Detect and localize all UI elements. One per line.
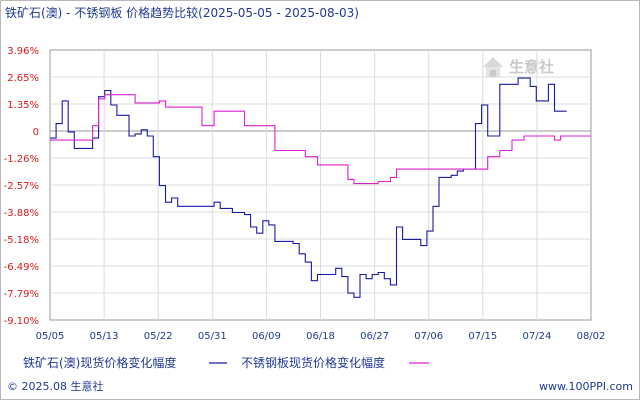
y-tick-label: -6.49% bbox=[4, 262, 39, 273]
y-tick-label: -1.26% bbox=[4, 154, 39, 165]
watermark-logo: 生意社 bbox=[483, 57, 554, 77]
series-layer bbox=[50, 77, 591, 298]
y-tick-label: 0 bbox=[33, 127, 39, 138]
y-axis-ticks: 3.96% 2.65% 1.35% 0 -1.26% -2.57% -3.88% -5.18%… bbox=[4, 46, 39, 327]
house-logo-icon bbox=[483, 57, 503, 77]
x-tick-label: 07/15 bbox=[468, 331, 497, 342]
series-line-stainless bbox=[50, 94, 591, 185]
y-tick-label: 2.65% bbox=[7, 73, 39, 84]
y-tick-label: -9.10% bbox=[4, 316, 39, 327]
y-tick-label: -3.88% bbox=[4, 208, 39, 219]
y-tick-label: -5.18% bbox=[4, 235, 39, 246]
y-tick-label: 3.96% bbox=[7, 46, 39, 57]
y-tick-label: -2.57% bbox=[4, 181, 39, 192]
chart-title: 铁矿石(澳) - 不锈钢板 价格趋势比较(2025-05-05 - 2025-0… bbox=[5, 5, 359, 20]
legend-label-iron-ore: 铁矿石(澳)现货价格变化幅度 bbox=[23, 355, 176, 370]
footer-copyright: © 2025.08 生意社 bbox=[7, 379, 103, 393]
x-tick-label: 05/31 bbox=[198, 331, 227, 342]
y-tick-label: -7.79% bbox=[4, 289, 39, 300]
legend: 铁矿石(澳)现货价格变化幅度 不锈钢板现货价格变化幅度 bbox=[23, 355, 429, 370]
x-tick-label: 06/18 bbox=[306, 331, 335, 342]
x-tick-label: 06/09 bbox=[252, 331, 281, 342]
x-tick-label: 07/24 bbox=[522, 331, 551, 342]
x-axis-ticks: 05/05 05/13 05/22 05/31 06/09 06/18 06/27 07/06… bbox=[36, 331, 606, 342]
y-tick-label: 1.35% bbox=[7, 100, 39, 111]
x-tick-label: 05/22 bbox=[144, 331, 173, 342]
x-tick-label: 08/02 bbox=[577, 331, 606, 342]
x-tick-label: 05/05 bbox=[36, 331, 65, 342]
footer-url[interactable]: www.100PPI.com bbox=[539, 380, 633, 393]
x-tick-label: 05/13 bbox=[90, 331, 119, 342]
legend-label-stainless: 不锈钢板现货价格变化幅度 bbox=[241, 355, 385, 370]
series-line-iron-ore bbox=[50, 77, 567, 298]
grid-lines bbox=[50, 50, 591, 320]
watermark-text: 生意社 bbox=[509, 58, 554, 76]
x-tick-label: 07/06 bbox=[414, 331, 443, 342]
x-tick-label: 06/27 bbox=[360, 331, 389, 342]
